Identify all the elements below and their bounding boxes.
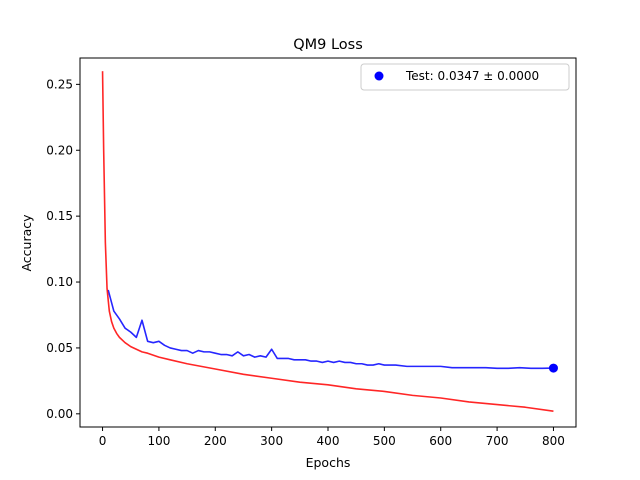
x-axis-label: Epochs bbox=[306, 455, 351, 470]
y-tick-label: 0.05 bbox=[46, 341, 73, 355]
y-tick-label: 0.25 bbox=[46, 77, 73, 91]
y-tick-label: 0.15 bbox=[46, 209, 73, 223]
y-tick-label: 0.20 bbox=[46, 143, 73, 157]
legend-entry-test: Test: 0.0347 ± 0.0000 bbox=[405, 69, 539, 83]
x-tick-label: 300 bbox=[260, 434, 283, 448]
y-axis: 0.00 0.05 0.10 0.15 0.20 0.25 bbox=[46, 77, 80, 421]
x-tick-label: 100 bbox=[147, 434, 170, 448]
x-tick-label: 600 bbox=[429, 434, 452, 448]
y-axis-label: Accuracy bbox=[19, 214, 34, 272]
x-tick-label: 400 bbox=[317, 434, 340, 448]
x-tick-label: 0 bbox=[99, 434, 107, 448]
y-tick-label: 0.10 bbox=[46, 275, 73, 289]
legend-box bbox=[360, 63, 570, 91]
x-tick-label: 200 bbox=[204, 434, 227, 448]
test-point bbox=[548, 363, 558, 373]
legend-marker bbox=[374, 71, 384, 81]
x-tick-label: 800 bbox=[542, 434, 565, 448]
chart-title: QM9 Loss bbox=[293, 37, 363, 53]
series-line-1 bbox=[101, 71, 554, 412]
x-tick-label: 700 bbox=[486, 434, 509, 448]
y-tick-label: 0.00 bbox=[46, 407, 73, 421]
x-tick-label: 500 bbox=[373, 434, 396, 448]
series-line-0 bbox=[107, 289, 554, 370]
legend: Test: 0.0347 ± 0.0000 bbox=[360, 63, 570, 91]
x-axis: 0 100 200 300 400 500 600 700 800 bbox=[99, 427, 565, 448]
series-layer bbox=[101, 71, 558, 412]
